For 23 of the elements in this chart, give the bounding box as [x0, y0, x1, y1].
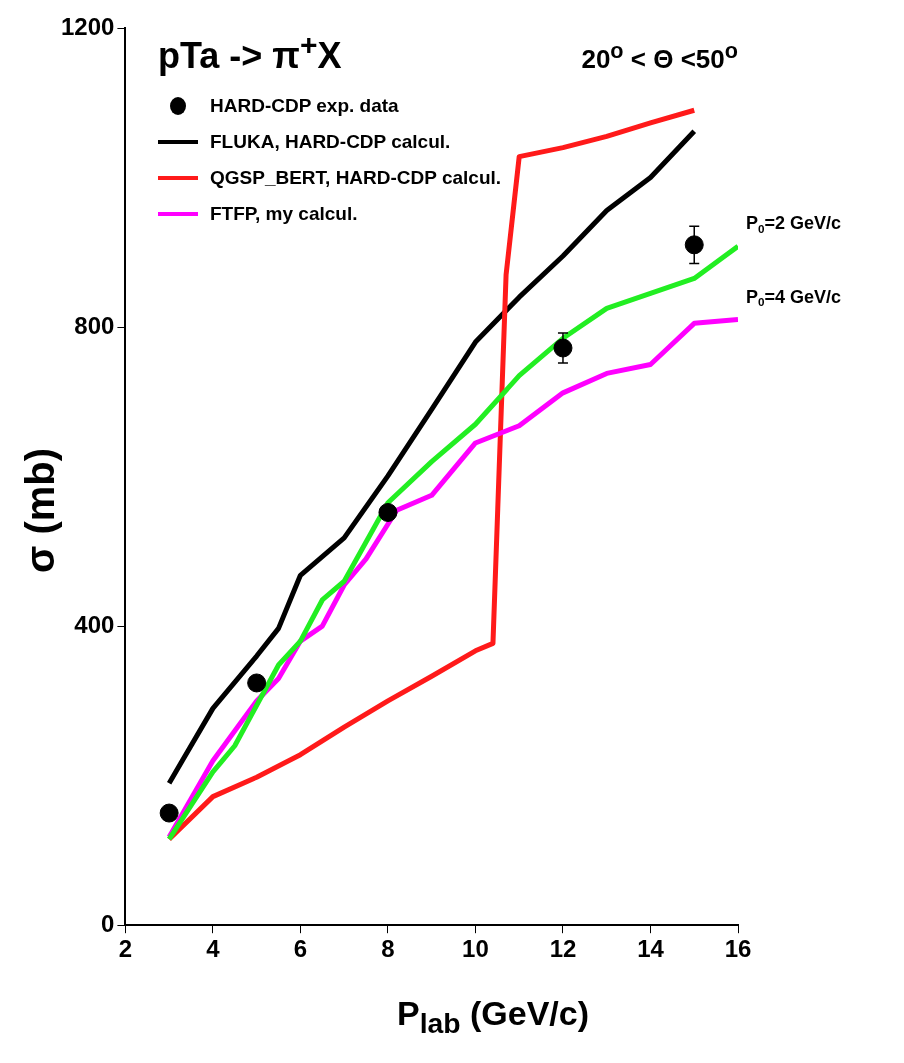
y-tick-label: 400 — [74, 610, 115, 638]
legend-label: HARD-CDP exp. data — [210, 95, 399, 117]
x-tick-label: 6 — [293, 935, 308, 963]
x-tick-label: 14 — [637, 935, 665, 963]
x-tick-label: 8 — [381, 935, 395, 963]
y-axis-title: σ (mb) — [18, 447, 64, 574]
x-tick-label: 4 — [206, 935, 221, 963]
point — [247, 673, 267, 693]
point — [159, 803, 179, 823]
x-tick-label: 2 — [118, 935, 133, 963]
x-tick-label: 12 — [549, 935, 577, 963]
x-axis-title: P$_{lab}$ (GeV/c) — [395, 994, 591, 1040]
x-tick-label: 16 — [724, 935, 752, 963]
chart-title: pTa -> π$^{+}$X — [158, 28, 342, 77]
text: 20$^{o}$ < Θ <50$^{o}$ — [581, 38, 738, 75]
x-tick-label: 10 — [462, 935, 489, 963]
legend-label: FTFP, my calcul. — [210, 203, 358, 225]
y-tick-label: 800 — [74, 311, 115, 339]
legend-label: QGSP_BERT, HARD-CDP calcul. — [210, 167, 502, 189]
legend-label: FLUKA, HARD-CDP calcul. — [210, 131, 451, 153]
y-tick-label: 0 — [101, 909, 115, 937]
point — [378, 502, 398, 522]
y-tick-label: 1200 — [61, 12, 115, 40]
